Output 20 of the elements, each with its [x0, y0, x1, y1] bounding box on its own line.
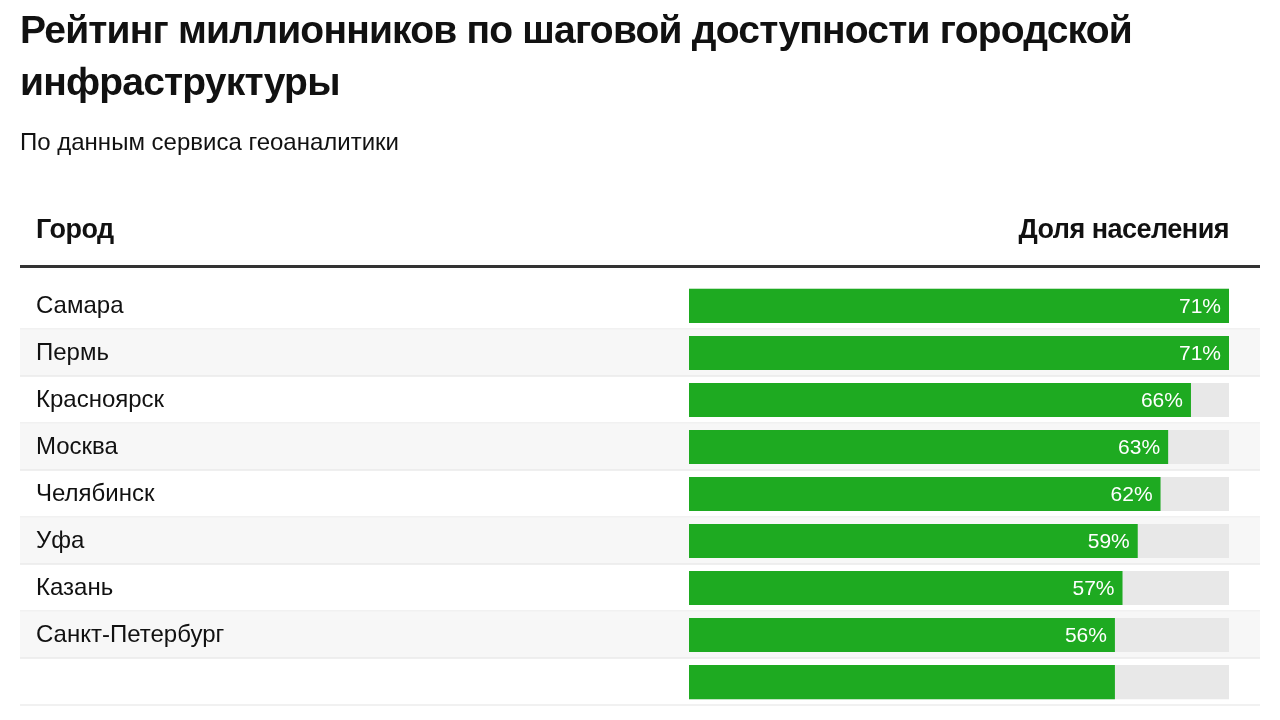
y-tick-label: Самара [36, 290, 125, 318]
text: По данным сервиса геоаналитики [20, 128, 399, 156]
y-tick-label: Челябинск [36, 478, 155, 506]
y-tick-label: Уфа [36, 525, 85, 553]
data-label: 63% [1118, 434, 1161, 458]
data-label: 59% [1087, 528, 1130, 552]
data-label: 62% [1110, 481, 1153, 505]
data-label: 66% [1140, 387, 1183, 411]
data-label: 71% [1178, 340, 1221, 364]
y-axis-title: Город [36, 214, 114, 245]
y-tick-label: Пермь [36, 337, 109, 365]
y-tick-label: Красноярск [36, 384, 165, 412]
y-tick-label: Санкт-Петербург [36, 619, 225, 647]
data-label: 56% [1064, 622, 1107, 646]
y-tick-label: Казань [36, 572, 114, 600]
x-axis-title: Доля населения [1018, 214, 1229, 245]
data-label: 57% [1072, 575, 1115, 599]
y-tick-label: Москва [36, 431, 119, 459]
data-label: 71% [1178, 293, 1221, 317]
chart-title: Рейтинг миллионников по шаговой доступности городской инфраструктуры [20, 7, 1133, 105]
